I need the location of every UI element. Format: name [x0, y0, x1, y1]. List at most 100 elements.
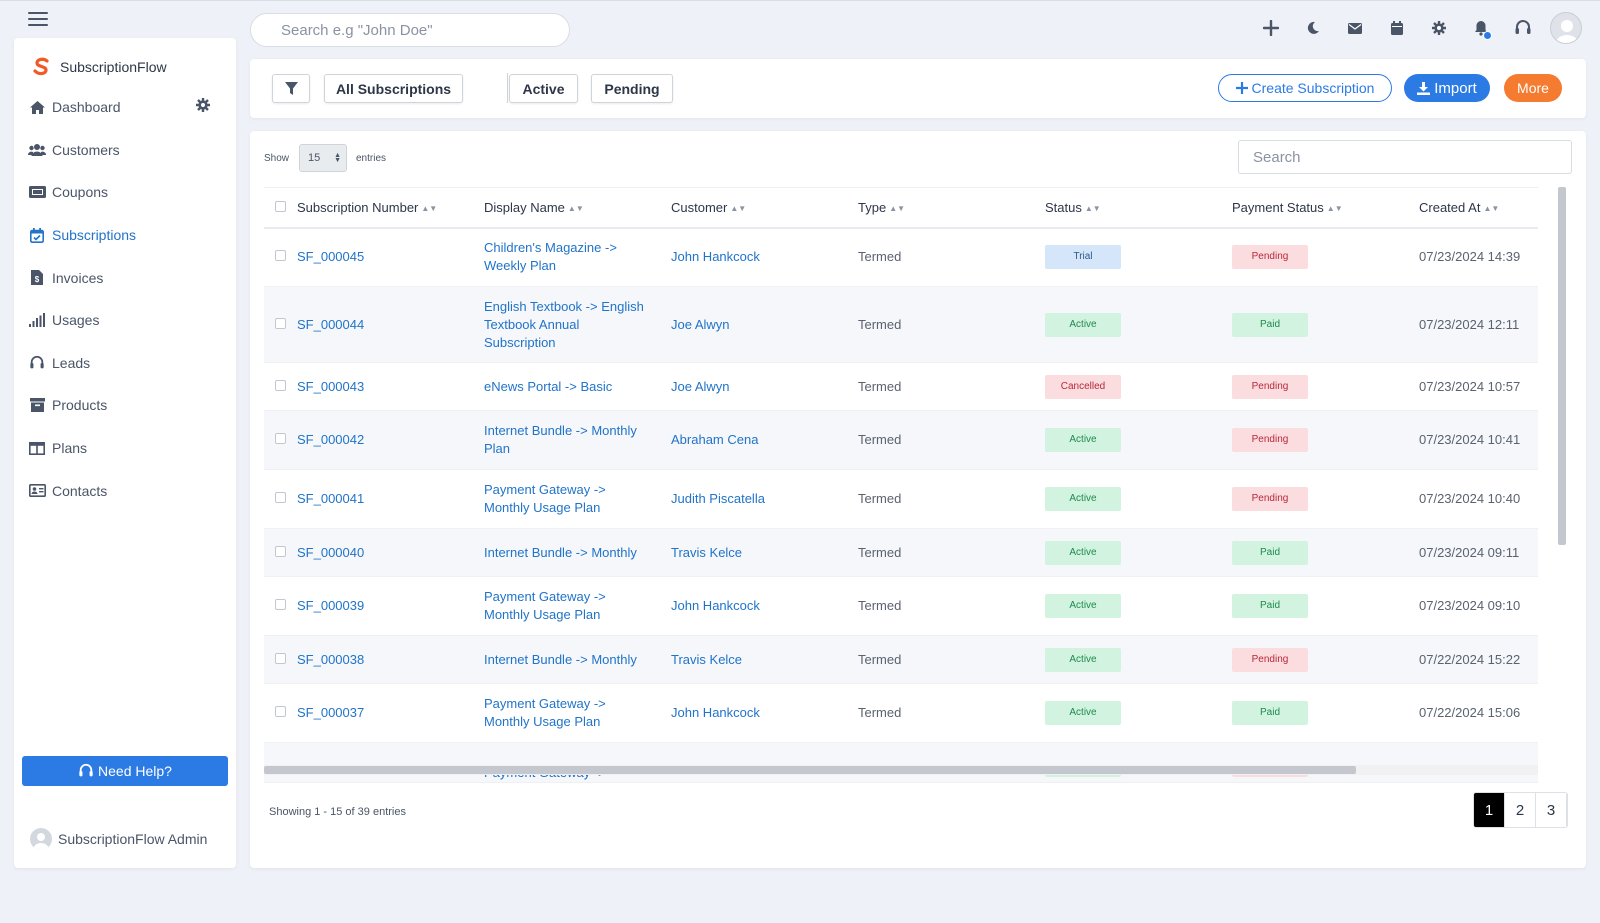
- row-checkbox[interactable]: [275, 706, 286, 717]
- sidebar-item-dashboard[interactable]: Dashboard: [14, 86, 236, 129]
- filter-button[interactable]: [272, 74, 310, 103]
- customer-link[interactable]: John Hankcock: [671, 705, 760, 720]
- table-search-input[interactable]: [1238, 140, 1572, 174]
- customer-link[interactable]: Travis Kelce: [671, 651, 743, 667]
- subscription-number-link[interactable]: SF_000039: [297, 598, 365, 613]
- page-size-select[interactable]: 15 ▲ ▼: [299, 144, 347, 172]
- calendar-icon[interactable]: [1376, 10, 1418, 46]
- display-name-link[interactable]: eNews Portal -> Basic: [484, 379, 612, 394]
- brand[interactable]: SubscriptionFlow: [30, 56, 167, 78]
- table-row[interactable]: SF_000041 Payment Gateway -> Monthly Usage…: [264, 470, 1538, 529]
- vertical-scrollbar[interactable]: [1558, 187, 1566, 545]
- col-customer[interactable]: Customer ▲▼: [671, 187, 858, 229]
- col-subscription-number[interactable]: Subscription Number ▲▼: [297, 187, 484, 229]
- table-row[interactable]: SF_000043 eNews Portal -> Basic Joe Alwyn T…: [264, 363, 1538, 411]
- all-subscriptions-button[interactable]: All Subscriptions: [324, 74, 463, 103]
- table-row[interactable]: SF_000039 Payment Gateway -> Monthly Usage…: [264, 577, 1538, 636]
- row-checkbox[interactable]: [275, 317, 286, 329]
- table-row[interactable]: SF_000038 Internet Bundle -> Monthly Travi…: [264, 635, 1538, 684]
- row-checkbox[interactable]: [275, 379, 286, 391]
- subscription-number-link[interactable]: SF_000043: [297, 378, 365, 394]
- settings-gear-icon[interactable]: [1418, 10, 1460, 46]
- headset-icon[interactable]: [1502, 10, 1544, 46]
- subscription-number-link[interactable]: SF_000040: [297, 544, 365, 560]
- menu-toggle-icon[interactable]: [28, 12, 48, 28]
- page-3-button[interactable]: 3: [1536, 793, 1567, 827]
- row-checkbox[interactable]: [275, 652, 286, 664]
- table-row[interactable]: SF_000044 English Textbook -> English Text…: [264, 286, 1538, 363]
- col-type[interactable]: Type ▲▼: [858, 187, 1045, 229]
- pending-filter-button[interactable]: Pending: [591, 74, 673, 103]
- table-row[interactable]: SF_000037 Payment Gateway -> Monthly Usage…: [264, 684, 1538, 743]
- page-2-button[interactable]: 2: [1505, 793, 1536, 827]
- sidebar-item-usages[interactable]: Usages: [14, 299, 236, 342]
- display-name-link[interactable]: Payment Gateway -> Monthly Usage Plan: [484, 482, 606, 515]
- row-checkbox[interactable]: [275, 492, 286, 503]
- sidebar-item-invoices[interactable]: $ Invoices: [14, 256, 236, 299]
- page-1-button[interactable]: 1: [1474, 793, 1505, 827]
- customer-link[interactable]: John Hankcock: [671, 598, 760, 613]
- display-name-link[interactable]: Payment Gateway -> Monthly Usage Plan: [484, 589, 606, 622]
- customer-link[interactable]: Travis Kelce: [671, 544, 743, 560]
- display-name-link[interactable]: Payment Gateway -> Monthly Usage Plan: [484, 696, 606, 729]
- row-checkbox[interactable]: [275, 599, 286, 610]
- col-display-name[interactable]: Display Name ▲▼: [484, 187, 671, 229]
- moon-icon[interactable]: [1292, 10, 1334, 46]
- sidebar-item-subscriptions[interactable]: Subscriptions: [14, 214, 236, 257]
- subscription-number-link[interactable]: SF_000044: [297, 316, 365, 332]
- table-row[interactable]: SF_000042 Internet Bundle -> Monthly Plan A…: [264, 410, 1538, 470]
- global-search-input[interactable]: [250, 13, 570, 47]
- customer-link[interactable]: Judith Piscatella: [671, 491, 765, 506]
- col-created-at[interactable]: Created At ▲▼: [1419, 187, 1538, 229]
- sidebar-item-products[interactable]: Products: [14, 384, 236, 427]
- more-button[interactable]: More: [1504, 74, 1562, 102]
- customer-link[interactable]: John Hankcock: [671, 249, 760, 265]
- subscription-number-cell: [297, 743, 484, 783]
- plus-icon[interactable]: [1250, 10, 1292, 46]
- sidebar-item-contacts[interactable]: Contacts: [14, 469, 236, 512]
- customer-link[interactable]: Joe Alwyn: [671, 316, 730, 332]
- display-name-link[interactable]: Children's Magazine -> Weekly Plan: [484, 240, 617, 273]
- select-all-checkbox[interactable]: [275, 200, 286, 212]
- create-subscription-button[interactable]: Create Subscription: [1218, 74, 1392, 102]
- customer-link[interactable]: Abraham Cena: [671, 432, 759, 447]
- bell-icon[interactable]: [1460, 10, 1502, 46]
- sidebar-item-customers[interactable]: Customers: [14, 129, 236, 172]
- import-button[interactable]: Import: [1404, 74, 1490, 102]
- subscription-number-link[interactable]: SF_000037: [297, 705, 365, 720]
- ticket-icon: [28, 183, 46, 201]
- sidebar-item-plans[interactable]: Plans: [14, 427, 236, 470]
- row-checkbox[interactable]: [275, 545, 286, 557]
- created-at-cell: 07/23/2024 12:11: [1419, 316, 1520, 332]
- user-avatar[interactable]: [1550, 12, 1582, 44]
- display-name-link[interactable]: English Textbook -> English Textbook Annu…: [484, 299, 644, 350]
- table-row[interactable]: SF_000045 Children's Magazine -> Weekly Pl…: [264, 228, 1538, 287]
- mail-icon[interactable]: [1334, 10, 1376, 46]
- display-name-link[interactable]: Internet Bundle -> Monthly Plan: [484, 423, 637, 456]
- col-payment-status[interactable]: Payment Status ▲▼: [1232, 187, 1419, 229]
- col-status[interactable]: Status ▲▼: [1045, 187, 1232, 229]
- row-checkbox[interactable]: [275, 433, 286, 444]
- dashboard-settings-icon[interactable]: [196, 98, 212, 114]
- active-filter-button[interactable]: Active: [509, 74, 578, 103]
- scrollbar-thumb[interactable]: [264, 766, 1356, 774]
- sidebar-item-leads[interactable]: Leads: [14, 342, 236, 385]
- display-name-link[interactable]: Internet Bundle -> Monthly: [484, 545, 637, 560]
- need-help-button[interactable]: Need Help?: [22, 756, 228, 786]
- subscription-number-link[interactable]: SF_000042: [297, 432, 365, 447]
- status-badge: Trial: [1045, 245, 1121, 270]
- subscription-number-link[interactable]: SF_000041: [297, 491, 365, 506]
- subscription-number-link[interactable]: SF_000045: [297, 249, 365, 265]
- customer-link[interactable]: Joe Alwyn: [671, 378, 730, 394]
- type-cell: Termed: [858, 249, 902, 265]
- admin-profile[interactable]: SubscriptionFlow Admin: [30, 828, 207, 850]
- table-row[interactable]: SF_000040 Internet Bundle -> Monthly Travi…: [264, 528, 1538, 577]
- horizontal-scrollbar[interactable]: [264, 765, 1538, 775]
- table-scroll-area[interactable]: Subscription Number ▲▼ Display Name ▲▼ Cus…: [264, 187, 1538, 837]
- display-name-link[interactable]: Internet Bundle -> Monthly: [484, 652, 637, 667]
- subscription-number-link[interactable]: SF_000038: [297, 651, 365, 667]
- sidebar-item-coupons[interactable]: Coupons: [14, 171, 236, 214]
- row-checkbox[interactable]: [275, 250, 286, 262]
- status-cell: Active: [1045, 743, 1232, 783]
